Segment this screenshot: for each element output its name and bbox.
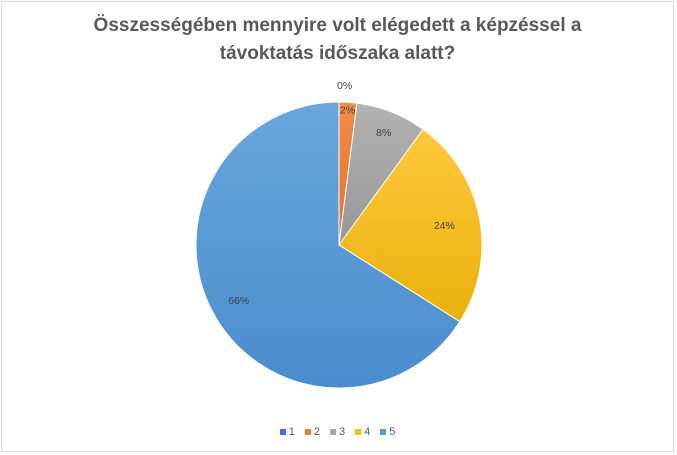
chart-title-line-1: Összességében mennyire volt elégedett a … bbox=[93, 15, 582, 36]
legend-item-4: 4 bbox=[355, 426, 370, 438]
chart-legend: 1 2 3 4 5 bbox=[0, 426, 675, 438]
legend-label-2: 2 bbox=[313, 426, 320, 438]
legend-item-2: 2 bbox=[304, 426, 320, 438]
pie-label-4: 24% bbox=[434, 220, 455, 232]
legend-label-3: 3 bbox=[338, 426, 346, 438]
pie-label-3: 8% bbox=[376, 127, 391, 139]
legend-swatch-1 bbox=[279, 429, 286, 435]
legend-label-5: 5 bbox=[389, 426, 396, 438]
legend-swatch-3 bbox=[329, 429, 336, 435]
pie-label-5: 66% bbox=[228, 295, 249, 307]
pie-label-2: 2% bbox=[340, 104, 355, 116]
pie-data-labels: 0% 2% 8% 24% 66% bbox=[228, 80, 455, 307]
pie-label-1: 0% bbox=[337, 80, 352, 92]
legend-label-1: 1 bbox=[288, 426, 295, 438]
chart-title: Összességében mennyire volt elégedett a … bbox=[0, 12, 675, 68]
chart-title-line-2: távoktatás időszaka alatt? bbox=[219, 43, 456, 64]
legend-label-4: 4 bbox=[364, 426, 371, 438]
legend-item-5: 5 bbox=[380, 426, 395, 438]
pie-slice-5 bbox=[195, 101, 461, 389]
pie-slice-4 bbox=[338, 128, 483, 323]
legend-swatch-2 bbox=[304, 429, 311, 435]
legend-swatch-4 bbox=[355, 429, 362, 435]
legend-item-1: 1 bbox=[279, 426, 295, 438]
pie-slices bbox=[195, 101, 483, 389]
legend-swatch-5 bbox=[380, 429, 387, 435]
legend-item-3: 3 bbox=[329, 426, 346, 438]
